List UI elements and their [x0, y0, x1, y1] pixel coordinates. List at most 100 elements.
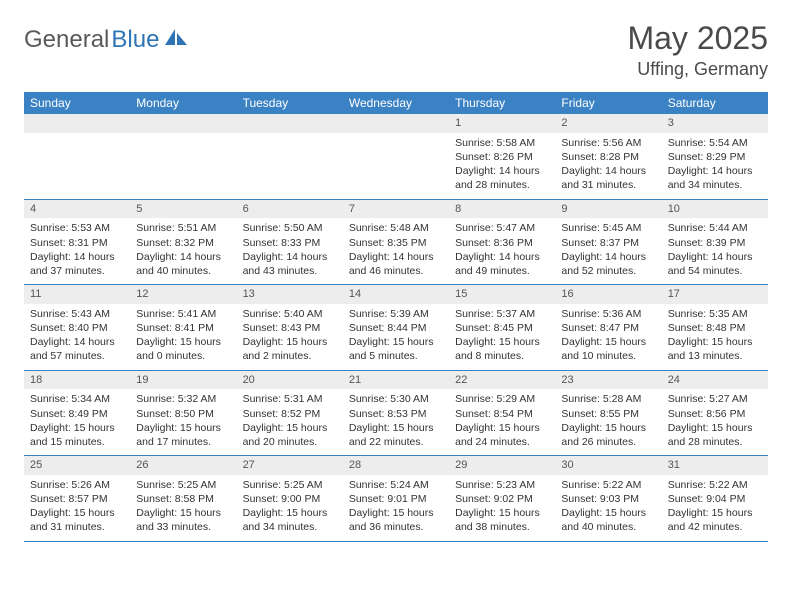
day-body: Sunrise: 5:26 AMSunset: 8:57 PMDaylight:… [24, 475, 130, 541]
day-number: 7 [343, 200, 449, 219]
day-body: Sunrise: 5:23 AMSunset: 9:02 PMDaylight:… [449, 475, 555, 541]
sunrise-text: Sunrise: 5:24 AM [349, 478, 443, 492]
day-body: Sunrise: 5:31 AMSunset: 8:52 PMDaylight:… [237, 389, 343, 455]
day-cell: 17Sunrise: 5:35 AMSunset: 8:48 PMDayligh… [662, 285, 768, 370]
day-cell: 20Sunrise: 5:31 AMSunset: 8:52 PMDayligh… [237, 371, 343, 456]
brand-part2: Blue [111, 26, 159, 54]
weekday-header: Wednesday [343, 92, 449, 114]
empty-day-number [237, 114, 343, 133]
weeks-container: 1Sunrise: 5:58 AMSunset: 8:26 PMDaylight… [24, 114, 768, 542]
daylight-text: Daylight: 14 hours and 28 minutes. [455, 164, 549, 192]
empty-day-number [343, 114, 449, 133]
day-cell [343, 114, 449, 199]
sunset-text: Sunset: 8:43 PM [243, 321, 337, 335]
daylight-text: Daylight: 14 hours and 40 minutes. [136, 250, 230, 278]
day-number: 23 [555, 371, 661, 390]
day-number: 22 [449, 371, 555, 390]
day-cell: 3Sunrise: 5:54 AMSunset: 8:29 PMDaylight… [662, 114, 768, 199]
brand-logo: GeneralBlue [24, 20, 187, 54]
day-number: 3 [662, 114, 768, 133]
weekday-header-row: SundayMondayTuesdayWednesdayThursdayFrid… [24, 92, 768, 114]
day-body: Sunrise: 5:37 AMSunset: 8:45 PMDaylight:… [449, 304, 555, 370]
day-number: 16 [555, 285, 661, 304]
sunrise-text: Sunrise: 5:31 AM [243, 392, 337, 406]
week-row: 11Sunrise: 5:43 AMSunset: 8:40 PMDayligh… [24, 285, 768, 371]
weekday-header: Saturday [662, 92, 768, 114]
daylight-text: Daylight: 15 hours and 20 minutes. [243, 421, 337, 449]
brand-part1: General [24, 26, 109, 54]
sunset-text: Sunset: 8:29 PM [668, 150, 762, 164]
day-body: Sunrise: 5:45 AMSunset: 8:37 PMDaylight:… [555, 218, 661, 284]
day-number: 6 [237, 200, 343, 219]
day-body: Sunrise: 5:47 AMSunset: 8:36 PMDaylight:… [449, 218, 555, 284]
sunset-text: Sunset: 8:58 PM [136, 492, 230, 506]
day-number: 19 [130, 371, 236, 390]
day-cell: 29Sunrise: 5:23 AMSunset: 9:02 PMDayligh… [449, 456, 555, 541]
daylight-text: Daylight: 15 hours and 36 minutes. [349, 506, 443, 534]
daylight-text: Daylight: 14 hours and 49 minutes. [455, 250, 549, 278]
sunset-text: Sunset: 9:02 PM [455, 492, 549, 506]
daylight-text: Daylight: 14 hours and 57 minutes. [30, 335, 124, 363]
day-cell: 11Sunrise: 5:43 AMSunset: 8:40 PMDayligh… [24, 285, 130, 370]
day-cell [237, 114, 343, 199]
sunrise-text: Sunrise: 5:27 AM [668, 392, 762, 406]
day-number: 11 [24, 285, 130, 304]
day-cell [130, 114, 236, 199]
day-number: 9 [555, 200, 661, 219]
sunset-text: Sunset: 8:53 PM [349, 407, 443, 421]
sunrise-text: Sunrise: 5:28 AM [561, 392, 655, 406]
sunset-text: Sunset: 9:01 PM [349, 492, 443, 506]
day-number: 18 [24, 371, 130, 390]
day-body: Sunrise: 5:29 AMSunset: 8:54 PMDaylight:… [449, 389, 555, 455]
day-body: Sunrise: 5:27 AMSunset: 8:56 PMDaylight:… [662, 389, 768, 455]
daylight-text: Daylight: 14 hours and 46 minutes. [349, 250, 443, 278]
day-body: Sunrise: 5:25 AMSunset: 9:00 PMDaylight:… [237, 475, 343, 541]
daylight-text: Daylight: 15 hours and 34 minutes. [243, 506, 337, 534]
day-body: Sunrise: 5:56 AMSunset: 8:28 PMDaylight:… [555, 133, 661, 199]
sunrise-text: Sunrise: 5:30 AM [349, 392, 443, 406]
daylight-text: Daylight: 14 hours and 54 minutes. [668, 250, 762, 278]
sunset-text: Sunset: 8:55 PM [561, 407, 655, 421]
daylight-text: Daylight: 15 hours and 2 minutes. [243, 335, 337, 363]
day-cell [24, 114, 130, 199]
day-number: 13 [237, 285, 343, 304]
day-body: Sunrise: 5:41 AMSunset: 8:41 PMDaylight:… [130, 304, 236, 370]
weekday-header: Monday [130, 92, 236, 114]
daylight-text: Daylight: 15 hours and 31 minutes. [30, 506, 124, 534]
title-block: May 2025 Uffing, Germany [627, 20, 768, 80]
day-body: Sunrise: 5:22 AMSunset: 9:03 PMDaylight:… [555, 475, 661, 541]
month-title: May 2025 [627, 20, 768, 57]
sail-icon [165, 26, 187, 54]
week-row: 25Sunrise: 5:26 AMSunset: 8:57 PMDayligh… [24, 456, 768, 542]
daylight-text: Daylight: 15 hours and 0 minutes. [136, 335, 230, 363]
day-body: Sunrise: 5:30 AMSunset: 8:53 PMDaylight:… [343, 389, 449, 455]
sunset-text: Sunset: 8:40 PM [30, 321, 124, 335]
day-body: Sunrise: 5:35 AMSunset: 8:48 PMDaylight:… [662, 304, 768, 370]
daylight-text: Daylight: 14 hours and 34 minutes. [668, 164, 762, 192]
day-cell: 27Sunrise: 5:25 AMSunset: 9:00 PMDayligh… [237, 456, 343, 541]
sunset-text: Sunset: 8:28 PM [561, 150, 655, 164]
sunrise-text: Sunrise: 5:25 AM [243, 478, 337, 492]
daylight-text: Daylight: 14 hours and 43 minutes. [243, 250, 337, 278]
day-body: Sunrise: 5:43 AMSunset: 8:40 PMDaylight:… [24, 304, 130, 370]
daylight-text: Daylight: 15 hours and 13 minutes. [668, 335, 762, 363]
sunrise-text: Sunrise: 5:54 AM [668, 136, 762, 150]
sunset-text: Sunset: 8:39 PM [668, 236, 762, 250]
sunset-text: Sunset: 8:49 PM [30, 407, 124, 421]
sunset-text: Sunset: 8:37 PM [561, 236, 655, 250]
daylight-text: Daylight: 15 hours and 15 minutes. [30, 421, 124, 449]
week-row: 18Sunrise: 5:34 AMSunset: 8:49 PMDayligh… [24, 371, 768, 457]
sunset-text: Sunset: 9:04 PM [668, 492, 762, 506]
sunrise-text: Sunrise: 5:41 AM [136, 307, 230, 321]
day-cell: 16Sunrise: 5:36 AMSunset: 8:47 PMDayligh… [555, 285, 661, 370]
sunrise-text: Sunrise: 5:23 AM [455, 478, 549, 492]
sunset-text: Sunset: 8:52 PM [243, 407, 337, 421]
sunset-text: Sunset: 8:31 PM [30, 236, 124, 250]
weekday-header: Sunday [24, 92, 130, 114]
day-body: Sunrise: 5:54 AMSunset: 8:29 PMDaylight:… [662, 133, 768, 199]
day-number: 8 [449, 200, 555, 219]
day-number: 31 [662, 456, 768, 475]
day-cell: 24Sunrise: 5:27 AMSunset: 8:56 PMDayligh… [662, 371, 768, 456]
day-body: Sunrise: 5:50 AMSunset: 8:33 PMDaylight:… [237, 218, 343, 284]
day-cell: 12Sunrise: 5:41 AMSunset: 8:41 PMDayligh… [130, 285, 236, 370]
